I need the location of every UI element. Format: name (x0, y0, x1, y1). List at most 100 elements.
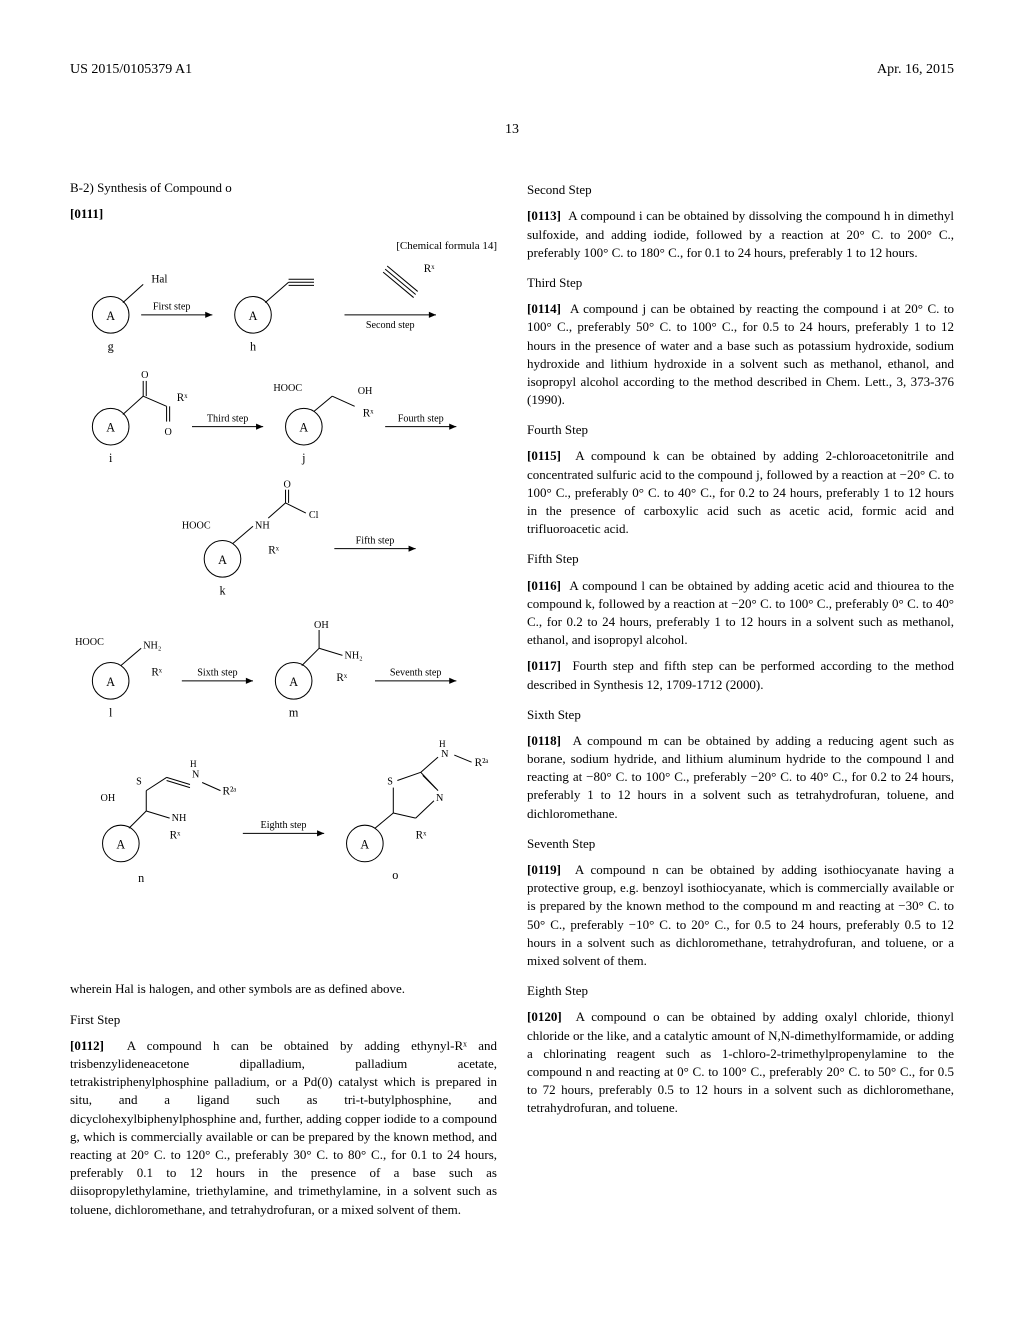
svg-text:A: A (360, 838, 369, 852)
para-0115-text: A compound k can be obtained by adding 2… (527, 448, 954, 536)
para-0114: [0114] A compound j can be obtained by r… (527, 300, 954, 409)
para-0118-text: A compound m can be obtained by adding a… (527, 733, 954, 821)
para-0120-text: A compound o can be obtained by adding o… (527, 1009, 954, 1115)
svg-text:A: A (218, 553, 227, 567)
para-0119: [0119] A compound n can be obtained by a… (527, 861, 954, 970)
svg-text:A: A (299, 421, 308, 435)
para-num-0116: [0116] (527, 578, 561, 593)
para-0112: [0112] A compound h can be obtained by a… (70, 1037, 497, 1219)
svg-text:Cl: Cl (309, 510, 319, 521)
para-0113: [0113] A compound i can be obtained by d… (527, 207, 954, 262)
svg-text:Fifth step: Fifth step (356, 536, 395, 547)
svg-text:A: A (106, 421, 115, 435)
sixth-step-title: Sixth Step (527, 706, 954, 724)
svg-text:Rˣ: Rˣ (170, 829, 181, 841)
svg-text:A: A (116, 838, 125, 852)
fourth-step-title: Fourth Step (527, 421, 954, 439)
svg-text:Rˣ: Rˣ (151, 667, 162, 679)
svg-text:i: i (109, 451, 113, 465)
svg-text:j: j (301, 451, 305, 465)
para-0113-text: A compound i can be obtained by dissolvi… (527, 208, 954, 259)
svg-text:A: A (249, 309, 258, 323)
right-column: Second Step [0113] A compound i can be o… (527, 169, 954, 1227)
para-num-0114: [0114] (527, 301, 561, 316)
svg-text:R²ᵃ: R²ᵃ (475, 757, 489, 769)
seventh-step-title: Seventh Step (527, 835, 954, 853)
svg-text:N: N (192, 769, 200, 780)
svg-text:S: S (387, 776, 393, 787)
para-0114-text: A compound j can be obtained by reacting… (527, 301, 954, 407)
para-0116-text: A compound l can be obtained by adding a… (527, 578, 954, 648)
para-0116: [0116] A compound l can be obtained by a… (527, 577, 954, 650)
svg-text:O: O (165, 427, 172, 438)
svg-text:Seventh step: Seventh step (390, 668, 442, 679)
svg-text:Rˣ: Rˣ (424, 264, 435, 275)
page-number: 13 (70, 120, 954, 140)
svg-text:OH: OH (314, 620, 329, 631)
svg-text:R²ᵃ: R²ᵃ (223, 786, 237, 798)
svg-text:Rˣ: Rˣ (177, 392, 188, 404)
svg-text:NH: NH (172, 813, 187, 824)
svg-text:O: O (284, 480, 291, 491)
svg-text:NH₂: NH₂ (143, 640, 161, 651)
para-0117-text: Fourth step and fifth step can be perfor… (527, 658, 954, 691)
svg-text:HOOC: HOOC (273, 383, 302, 394)
svg-text:O: O (141, 370, 148, 381)
para-num-0118: [0118] (527, 733, 561, 748)
svg-text:Eighth step: Eighth step (261, 820, 307, 831)
content-columns: B-2) Synthesis of Compound o [0111] [Che… (70, 169, 954, 1227)
para-0117: [0117] Fourth step and fifth step can be… (527, 657, 954, 693)
svg-text:OH: OH (358, 386, 373, 397)
svg-text:A: A (289, 675, 298, 689)
svg-text:Second step: Second step (366, 320, 415, 331)
svg-text:Hal: Hal (151, 273, 167, 285)
fifth-step-title: Fifth Step (527, 550, 954, 568)
svg-text:OH: OH (101, 793, 116, 804)
svg-text:Third step: Third step (207, 414, 248, 425)
page-header: US 2015/0105379 A1 Apr. 16, 2015 (70, 60, 954, 80)
svg-text:H: H (439, 739, 446, 749)
svg-text:NH: NH (255, 520, 270, 531)
svg-text:k: k (219, 583, 226, 597)
svg-text:n: n (138, 871, 144, 885)
svg-text:S: S (136, 776, 142, 787)
para-num-0112: [0112] (70, 1038, 104, 1053)
svg-text:H: H (190, 759, 197, 769)
svg-text:NH₂: NH₂ (344, 650, 362, 661)
para-0115: [0115] A compound k can be obtained by a… (527, 447, 954, 538)
eighth-step-title: Eighth Step (527, 982, 954, 1000)
first-step-title: First Step (70, 1011, 497, 1029)
para-0112-text: A compound h can be obtained by adding e… (70, 1038, 497, 1217)
diagram-note: wherein Hal is halogen, and other symbol… (70, 980, 497, 998)
para-0118: [0118] A compound m can be obtained by a… (527, 732, 954, 823)
formula-label: [Chemical formula 14] (70, 239, 497, 254)
third-step-title: Third Step (527, 274, 954, 292)
svg-text:Rˣ: Rˣ (336, 672, 347, 684)
svg-text:Rˣ: Rˣ (416, 829, 427, 841)
para-0111: [0111] (70, 205, 497, 223)
para-0120: [0120] A compound o can be obtained by a… (527, 1008, 954, 1117)
svg-text:Rˣ: Rˣ (268, 545, 279, 557)
svg-text:A: A (106, 675, 115, 689)
svg-text:l: l (109, 705, 113, 719)
svg-text:N: N (436, 793, 444, 804)
pub-number: US 2015/0105379 A1 (70, 60, 192, 80)
pub-date: Apr. 16, 2015 (877, 60, 954, 80)
para-num-0115: [0115] (527, 448, 561, 463)
para-num-0120: [0120] (527, 1009, 562, 1024)
svg-text:First step: First step (153, 302, 191, 313)
svg-text:o: o (392, 868, 398, 882)
svg-text:N: N (441, 749, 449, 760)
svg-text:A: A (106, 309, 115, 323)
svg-text:Sixth step: Sixth step (197, 668, 237, 679)
para-num-0113: [0113] (527, 208, 561, 223)
second-step-title: Second Step (527, 181, 954, 199)
para-num-0119: [0119] (527, 862, 561, 877)
para-num-0111: [0111] (70, 206, 103, 221)
svg-text:HOOC: HOOC (182, 520, 211, 531)
reaction-scheme: A Hal First step g A h Rˣ (70, 264, 497, 961)
para-0119-text: A compound n can be obtained by adding i… (527, 862, 954, 968)
svg-text:h: h (250, 339, 256, 353)
svg-text:HOOC: HOOC (75, 637, 104, 648)
svg-text:m: m (289, 705, 299, 719)
